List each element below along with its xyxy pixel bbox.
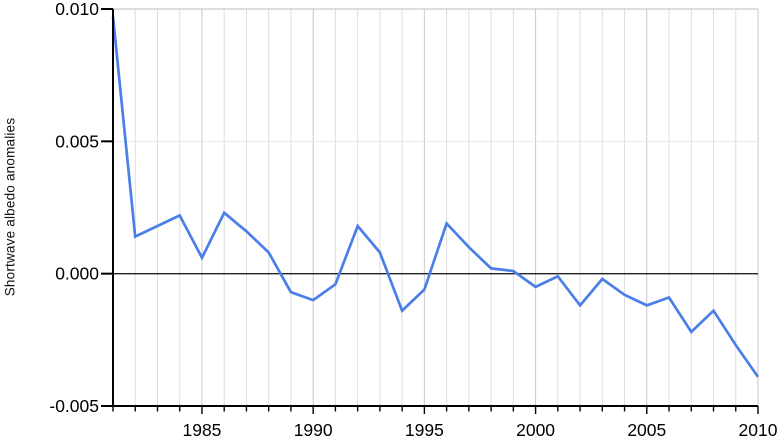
x-tick-label: 2005 [627,420,666,440]
y-tick-label: 0.010 [55,0,99,19]
x-tick-label: 1990 [294,420,333,440]
x-tick-label: 1985 [182,420,221,440]
y-tick-label: 0.000 [55,264,99,284]
y-tick-label: -0.005 [49,396,99,416]
x-tick-label: 2010 [739,420,778,440]
x-tick-label: 1995 [405,420,444,440]
data-line-shortwave-albedo [111,16,760,378]
y-axis-title: Shortwave albedo anomalies [2,117,18,297]
x-tick-label: 2000 [516,420,555,440]
y-tick-label: 0.005 [55,131,99,151]
